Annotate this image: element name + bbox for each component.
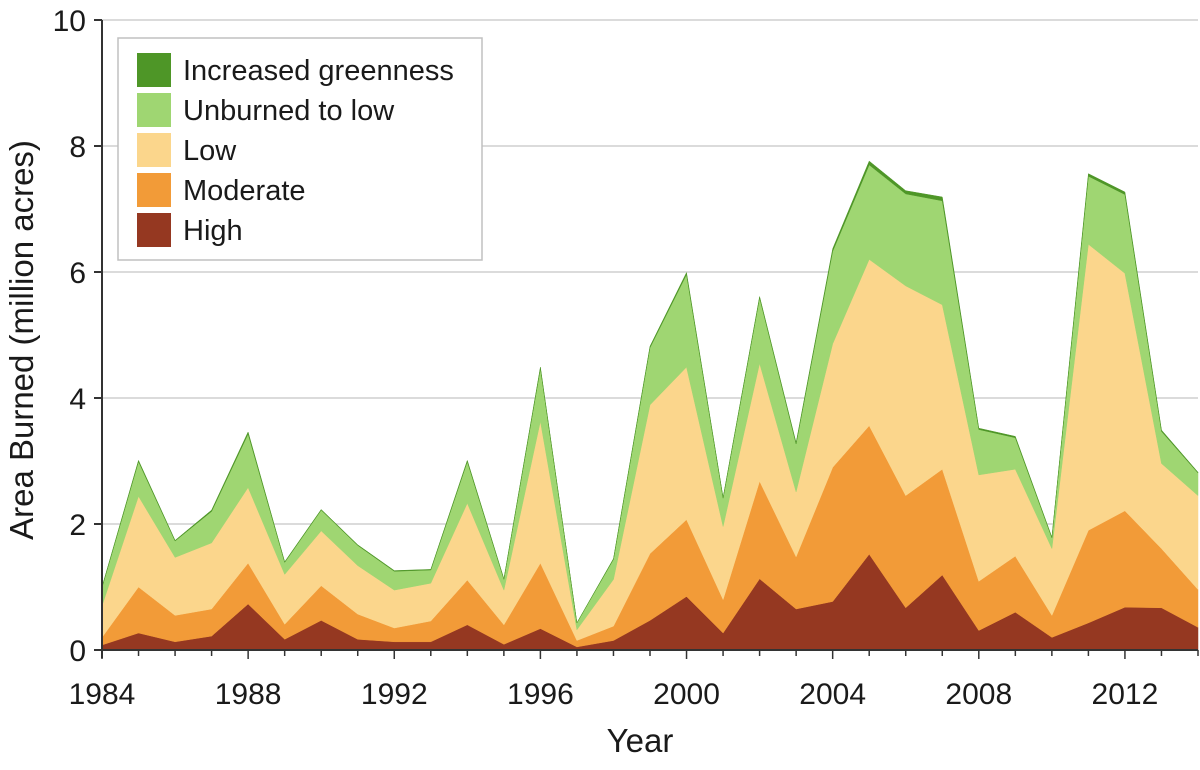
x-tick-label: 1996 xyxy=(507,678,574,711)
y-tick-label: 4 xyxy=(69,383,86,416)
y-tick-label: 6 xyxy=(69,257,86,290)
x-tick-label: 1992 xyxy=(361,678,428,711)
x-tick-label: 1988 xyxy=(215,678,282,711)
legend-label: Low xyxy=(183,135,237,167)
legend-swatch xyxy=(137,173,171,207)
x-tick-label: 2000 xyxy=(653,678,720,711)
x-tick-label: 2008 xyxy=(945,678,1012,711)
legend-swatch xyxy=(137,93,171,127)
legend-items: Increased greenness Unburned to low Low Mod… xyxy=(137,53,454,247)
legend: Increased greenness Unburned to low Low Mod… xyxy=(117,37,483,261)
y-tick-label: 10 xyxy=(53,5,86,38)
legend-swatch xyxy=(137,53,171,87)
legend-swatch xyxy=(137,213,171,247)
legend-box xyxy=(117,37,483,261)
legend-label: Increased greenness xyxy=(183,55,454,87)
area-series xyxy=(101,160,1199,651)
legend-swatch xyxy=(137,133,171,167)
x-tick-label: 2012 xyxy=(1092,678,1159,711)
x-tick-label: 2004 xyxy=(799,678,866,711)
legend-label: High xyxy=(183,215,243,247)
area-series-increased-greenness xyxy=(101,160,1199,624)
y-tick-label: 0 xyxy=(69,635,86,668)
axes: 0 2 4 6 8 10 1984 1988 1992 1996 2000 2004 2008 2012 xyxy=(53,5,1199,711)
legend-label: Unburned to low xyxy=(183,95,395,127)
y-tick-label: 8 xyxy=(69,131,86,164)
legend-label: Moderate xyxy=(183,175,306,207)
x-tick-label: 1984 xyxy=(69,678,136,711)
x-axis-title: Year xyxy=(607,722,674,759)
y-axis-title: Area Burned (million acres) xyxy=(3,140,40,540)
y-tick-label: 2 xyxy=(69,509,86,542)
